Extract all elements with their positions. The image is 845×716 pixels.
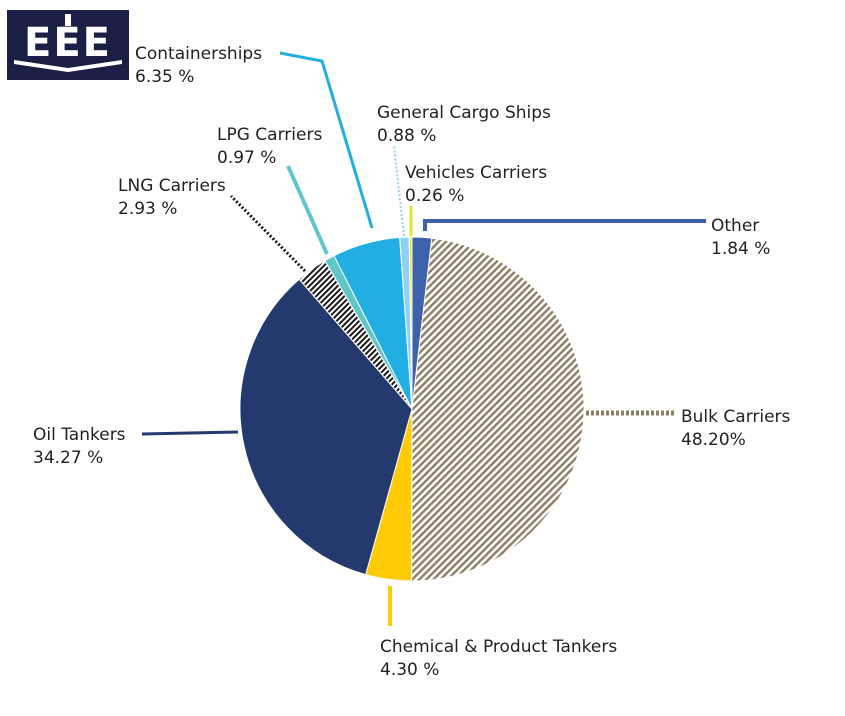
pie-slices — [239, 236, 585, 582]
pie-slice-bulk-carriers — [411, 237, 585, 582]
callout-line-oil — [141, 430, 239, 436]
logo-text: EEE — [24, 20, 112, 66]
label-oil-value: 34.27 % — [33, 448, 103, 468]
pie-slice-oil-tankers — [239, 278, 413, 576]
label-general-cargo-value: 0.88 % — [377, 126, 436, 146]
pie-slice-vehicles-carriers — [408, 236, 413, 410]
label-chemical-name: Chemical & Product Tankers — [380, 637, 617, 657]
callout-line-other — [423, 219, 706, 231]
label-containerships-value: 6.35 % — [135, 67, 194, 87]
label-lng-value: 2.93 % — [118, 199, 177, 219]
callout-labels: Containerships 6.35 % General Cargo Ship… — [33, 44, 791, 680]
label-other-name: Other — [711, 216, 759, 236]
label-lng-name: LNG Carriers — [118, 176, 226, 196]
company-logo: EEE — [7, 10, 129, 80]
label-lpg-name: LPG Carriers — [217, 125, 322, 145]
callout-line-general-cargo — [393, 145, 405, 237]
label-other-value: 1.84 % — [711, 239, 770, 259]
label-lpg-value: 0.97 % — [217, 148, 276, 168]
logo-mast-icon — [65, 14, 71, 26]
label-chemical-value: 4.30 % — [380, 660, 439, 680]
callout-lines — [141, 51, 706, 626]
callout-line-containerships — [279, 51, 374, 229]
label-vehicles-value: 0.26 % — [405, 186, 464, 206]
label-oil-name: Oil Tankers — [33, 425, 126, 445]
logo-anchor-icon — [14, 60, 122, 72]
label-general-cargo-name: General Cargo Ships — [377, 103, 551, 123]
label-bulk-name: Bulk Carriers — [681, 407, 791, 427]
label-vehicles-name: Vehicles Carriers — [405, 163, 547, 183]
callout-line-lpg — [286, 165, 329, 255]
label-bulk-value: 48.20% — [681, 430, 746, 450]
callout-line-lng — [229, 194, 307, 273]
label-containerships-name: Containerships — [135, 44, 262, 64]
